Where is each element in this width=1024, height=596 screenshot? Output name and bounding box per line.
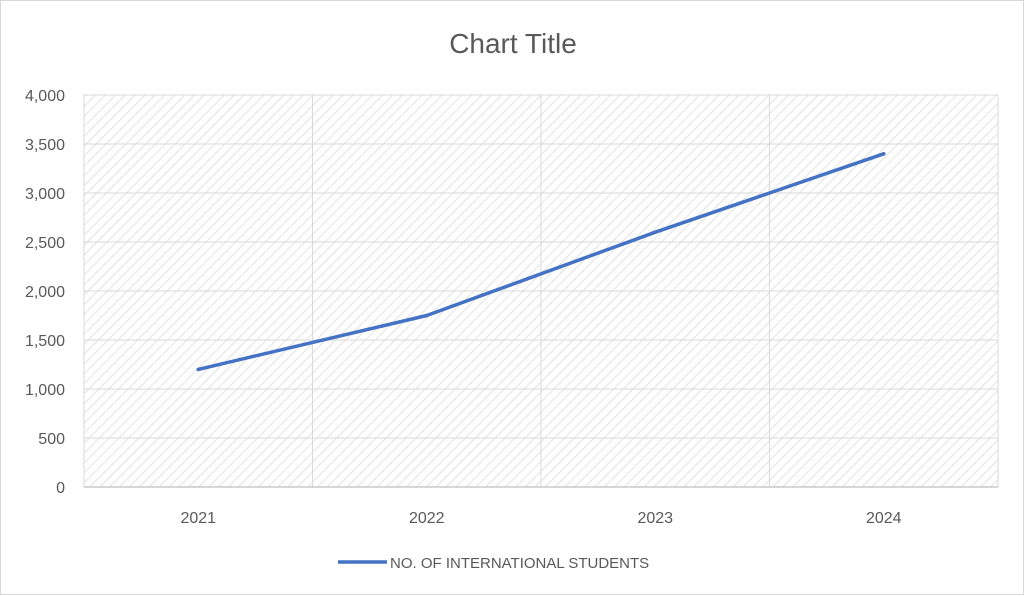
y-tick-label: 2,000 [25,284,65,301]
data-point [424,313,429,318]
series-line [196,152,886,372]
y-tick-label: 2,500 [25,235,65,252]
x-tick-label: 2021 [180,510,216,527]
y-tick-label: 0 [56,480,65,497]
y-tick-label: 1,500 [25,333,65,350]
x-axis: 2021 2022 2023 2024 [84,486,998,527]
series-layer [196,152,886,372]
data-point [881,152,886,156]
gridlines [83,94,999,487]
y-tick-label: 1,000 [25,382,65,399]
legend[interactable]: NO. OF INTERNATIONAL STUDENTS [338,555,649,572]
y-axis: 0 500 1,000 1,500 2,000 2,500 3,000 3,500 4,000 [25,88,65,497]
y-tick-label: 4,000 [25,88,65,105]
y-tick-label: 3,000 [25,186,65,203]
y-tick-label: 500 [38,431,65,448]
x-tick-label: 2023 [637,510,673,527]
chart-title: Chart Title [449,28,577,59]
data-point [196,367,201,372]
y-tick-label: 3,500 [25,137,65,154]
legend-label: NO. OF INTERNATIONAL STUDENTS [390,555,649,572]
x-tick-label: 2024 [866,510,902,527]
x-tick-label: 2022 [409,510,445,527]
data-point [653,230,658,234]
